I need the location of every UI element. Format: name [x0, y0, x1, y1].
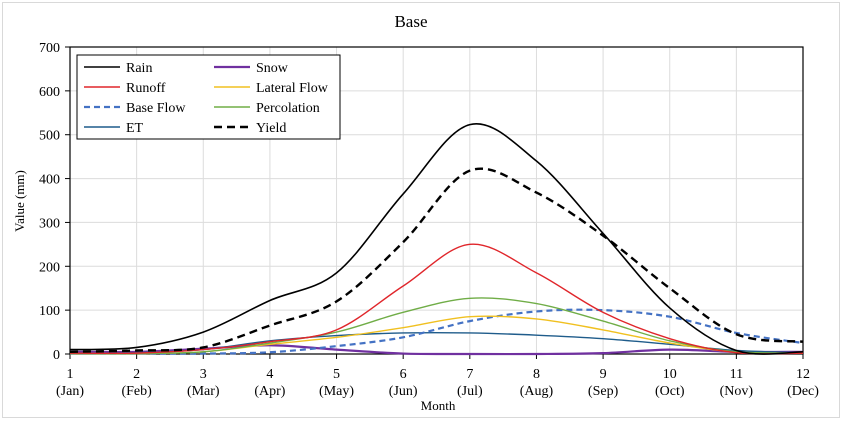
x-tick-labels: 1 (Jan) 2 (Feb) 3 (Mar) 4 (Apr) 5 (May) 6 (Jun) 7 (Ju…	[56, 367, 819, 399]
chart-title: Base	[394, 12, 427, 31]
x-tick-month-label: (May)	[319, 384, 354, 399]
y-tick-labels: 0 100 200 300 400 500 600 700	[39, 41, 60, 363]
x-tick-label: 8	[533, 367, 540, 382]
y-tick-label: 300	[39, 216, 60, 231]
x-tick-month-label: (Aug)	[520, 384, 554, 399]
legend: Rain Snow Runoff Lateral Flow Base Flow Perco…	[76, 54, 341, 140]
legend-label-base-flow: Base Flow	[126, 101, 186, 116]
y-tick-label: 700	[39, 41, 60, 56]
y-tick-label: 400	[39, 173, 60, 188]
legend-label-lateral-flow: Lateral Flow	[256, 81, 329, 96]
x-tick-label: 2	[133, 367, 140, 382]
y-axis-label: Value (mm)	[12, 170, 27, 232]
y-tick-label: 0	[53, 348, 60, 363]
x-tick-month-label: (Jul)	[457, 384, 483, 399]
x-tick-month-label: (Mar)	[187, 384, 220, 399]
x-tick-label: 1	[67, 367, 74, 382]
x-tick-month-label: (Jan)	[56, 384, 84, 399]
x-tick-month-label: (Nov)	[720, 384, 754, 399]
series-line-snow	[69, 344, 804, 356]
x-tick-label: 3	[200, 367, 207, 382]
x-tick-month-label: (Sep)	[588, 384, 619, 399]
x-tick-label: 4	[266, 367, 273, 382]
series-line-base-flow	[70, 308, 804, 355]
y-tick-label: 600	[39, 85, 60, 100]
x-tick-label: 7	[466, 367, 473, 382]
x-tick-month-label: (Oct)	[655, 384, 685, 399]
legend-box	[76, 54, 341, 140]
x-tick-label: 5	[333, 367, 340, 382]
x-tick-label: 12	[796, 367, 810, 382]
legend-label-rain: Rain	[126, 61, 152, 76]
legend-label-snow: Snow	[256, 61, 289, 76]
series-line-percolation	[69, 297, 804, 355]
legend-label-yield: Yield	[256, 121, 286, 136]
series-line-lateral-flow	[69, 315, 804, 355]
y-tick-label: 200	[39, 260, 60, 275]
y-tick-label: 100	[39, 304, 60, 319]
series-line-yield	[69, 167, 804, 354]
legend-label-runoff: Runoff	[126, 81, 166, 96]
x-tick-month-label: (Feb)	[121, 384, 152, 399]
chart-frame	[2, 2, 840, 418]
series-lines	[69, 123, 804, 356]
y-tick-label: 500	[39, 129, 60, 144]
x-tick-month-label: (Dec)	[787, 384, 819, 399]
legend-label-percolation: Percolation	[256, 101, 320, 116]
x-tick-label: 6	[400, 367, 407, 382]
x-tick-month-label: (Apr)	[254, 384, 285, 399]
x-tick-month-label: (Jun)	[389, 384, 418, 399]
x-tick-label: 10	[663, 367, 677, 382]
legend-label-et: ET	[126, 121, 144, 136]
x-axis-label: Month	[421, 398, 456, 413]
x-tick-label: 11	[730, 367, 743, 382]
series-line-runoff	[69, 243, 804, 355]
x-tick-label: 9	[600, 367, 607, 382]
series-line-rain	[69, 123, 804, 355]
